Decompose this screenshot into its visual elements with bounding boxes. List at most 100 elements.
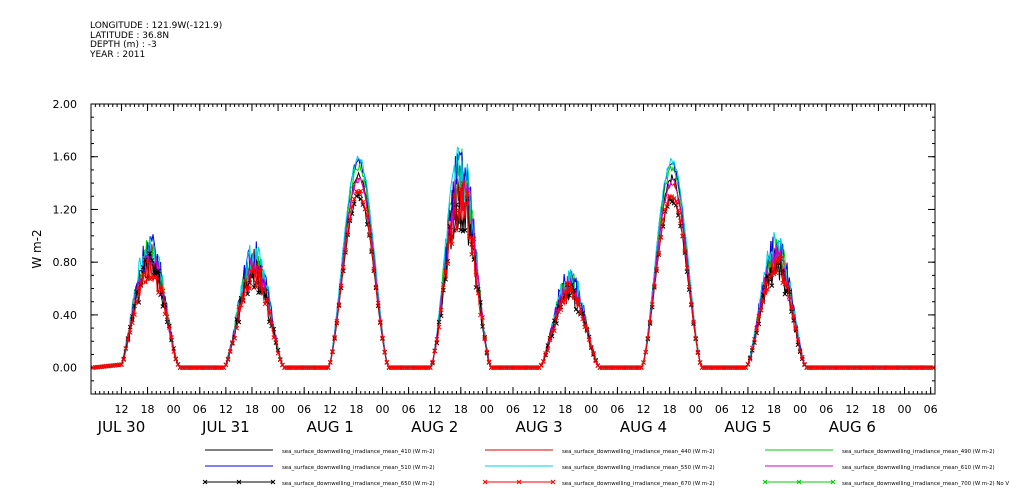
series-marker	[256, 272, 261, 278]
series-marker	[673, 198, 679, 204]
series-marker	[554, 315, 559, 321]
legend-marker	[830, 479, 836, 485]
series-marker	[469, 252, 475, 257]
series-line	[93, 146, 933, 369]
series-marker	[791, 313, 796, 319]
series-marker	[253, 284, 259, 290]
series-marker	[238, 302, 244, 308]
series-line	[93, 174, 933, 369]
minor-ticks	[90, 104, 936, 394]
series-marker	[799, 354, 805, 360]
series-marker	[127, 324, 133, 330]
series-marker	[802, 361, 807, 367]
legend-item: sea_surface_downwelling_irradiance_mean_…	[765, 449, 995, 455]
series-marker	[173, 356, 179, 362]
series-markers	[90, 181, 936, 370]
legend-marker	[762, 479, 768, 485]
x-hour-label: 12	[845, 403, 859, 416]
series-marker	[695, 349, 701, 355]
y-tick-label: 0.00	[53, 362, 78, 375]
x-day-label: AUG 3	[516, 418, 563, 436]
legend-item: sea_surface_downwelling_irradiance_mean_…	[205, 449, 435, 455]
series-marker	[123, 345, 129, 351]
series-line	[93, 165, 933, 369]
series-markers	[90, 191, 936, 370]
legend-label: sea_surface_downwelling_irradiance_mean_…	[842, 465, 995, 471]
series-marker	[445, 261, 451, 267]
series-lines	[90, 146, 936, 370]
legend-marker	[482, 479, 488, 485]
x-hour-label: 00	[898, 403, 912, 416]
series-marker	[551, 328, 557, 334]
legend-label: sea_surface_downwelling_irradiance_mean_…	[842, 481, 1009, 487]
series-marker	[260, 286, 266, 292]
series-marker	[567, 293, 572, 298]
x-day-label: JUL 31	[201, 418, 250, 436]
series-marker	[486, 359, 492, 365]
series-marker	[330, 349, 335, 354]
series-marker	[586, 337, 592, 342]
series-marker	[793, 325, 799, 331]
series-marker	[662, 207, 668, 212]
series-marker	[462, 201, 468, 207]
x-hour-label: 00	[271, 403, 285, 416]
series-line	[93, 150, 933, 369]
series-marker	[645, 335, 651, 341]
series-marker	[484, 349, 490, 355]
longitude-label: LONGITUDE : 121.9W(-121.9)	[90, 21, 223, 31]
series-marker	[756, 313, 762, 319]
x-hour-label: 18	[663, 403, 677, 416]
series-marker	[175, 362, 181, 367]
series-marker	[160, 288, 166, 294]
series-marker	[369, 248, 374, 253]
legend-item: sea_surface_downwelling_irradiance_mean_…	[485, 449, 715, 455]
legend-label: sea_surface_downwelling_irradiance_mean_…	[282, 481, 435, 487]
series-marker	[456, 208, 461, 213]
series-marker	[343, 247, 348, 253]
y-ticks: 0.00 0.40 0.80 1.20 1.60 2.00	[53, 98, 935, 395]
series-marker	[275, 350, 281, 356]
series-marker	[332, 334, 337, 340]
series-marker	[262, 301, 268, 307]
series-marker	[591, 350, 596, 356]
series-marker	[565, 281, 570, 286]
series-marker	[580, 316, 585, 322]
series-marker	[765, 287, 770, 292]
series-marker	[432, 348, 438, 354]
x-hour-label: 12	[114, 403, 128, 416]
series-marker	[121, 357, 126, 363]
x-hour-label: 06	[506, 403, 520, 416]
series-marker	[475, 290, 481, 296]
series-marker	[930, 365, 936, 370]
series-marker	[458, 186, 464, 191]
x-hour-label: 00	[584, 403, 598, 416]
series-marker	[778, 252, 783, 258]
series-marker	[473, 269, 479, 275]
year-label: YEAR : 2011	[90, 49, 146, 60]
series-marker	[471, 236, 477, 242]
series-marker	[373, 284, 379, 290]
series-marker	[588, 344, 594, 350]
series-marker	[682, 248, 688, 254]
series-marker	[380, 335, 385, 341]
legend-marker	[202, 479, 208, 485]
series-marker	[247, 286, 253, 291]
series-marker	[571, 292, 577, 298]
x-day-label: AUG 1	[307, 418, 354, 436]
series-marker	[140, 264, 146, 270]
legend-item: sea_surface_downwelling_irradiance_mean_…	[485, 465, 715, 471]
series-marker	[464, 191, 470, 197]
x-day-label: AUG 5	[724, 418, 771, 436]
series-marker	[245, 287, 250, 293]
series-marker	[145, 258, 150, 264]
series-marker	[538, 362, 544, 368]
series-marker	[436, 324, 442, 330]
series-marker	[162, 302, 168, 308]
series-marker	[349, 204, 355, 210]
series-marker	[693, 335, 699, 341]
legend-marker	[796, 479, 802, 485]
legend-label: sea_surface_downwelling_irradiance_mean_…	[562, 465, 715, 471]
series-marker	[480, 324, 485, 329]
series-line	[93, 183, 933, 369]
